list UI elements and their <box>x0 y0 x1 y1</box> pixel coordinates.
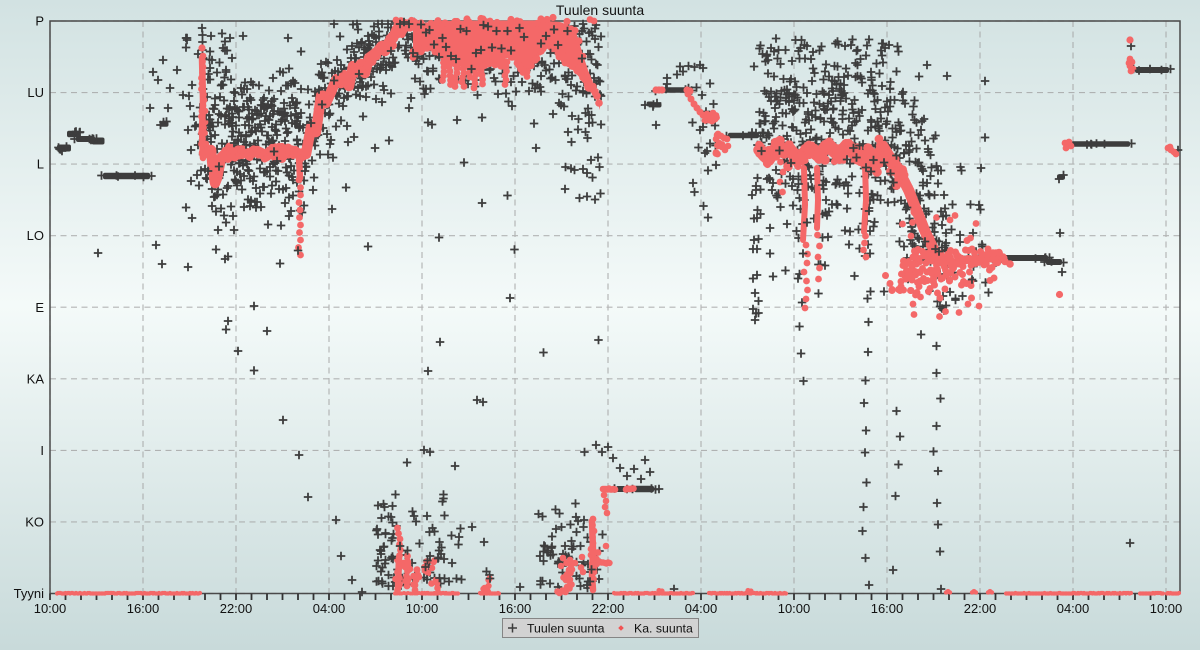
svg-text:LO: LO <box>27 228 44 243</box>
svg-text:Ka. suunta: Ka. suunta <box>634 622 693 636</box>
svg-text:16:00: 16:00 <box>871 601 904 616</box>
svg-text:04:00: 04:00 <box>1057 601 1090 616</box>
svg-text:16:00: 16:00 <box>499 601 532 616</box>
svg-text:22:00: 22:00 <box>592 601 625 616</box>
svg-text:10:00: 10:00 <box>778 601 811 616</box>
svg-text:L: L <box>37 157 44 172</box>
svg-text:Tuulen suunta: Tuulen suunta <box>527 622 605 636</box>
svg-text:Tyyni: Tyyni <box>14 586 44 601</box>
svg-text:Tuulen suunta: Tuulen suunta <box>556 2 644 18</box>
svg-text:LU: LU <box>27 85 44 100</box>
svg-text:16:00: 16:00 <box>127 601 160 616</box>
svg-text:04:00: 04:00 <box>313 601 346 616</box>
svg-text:10:00: 10:00 <box>34 601 67 616</box>
svg-text:P: P <box>35 14 44 29</box>
svg-text:KA: KA <box>27 371 45 386</box>
svg-text:04:00: 04:00 <box>685 601 718 616</box>
svg-text:E: E <box>35 300 44 315</box>
svg-text:22:00: 22:00 <box>220 601 253 616</box>
svg-text:10:00: 10:00 <box>406 601 439 616</box>
svg-text:10:00: 10:00 <box>1150 601 1183 616</box>
svg-text:22:00: 22:00 <box>964 601 997 616</box>
svg-text:KO: KO <box>25 514 44 529</box>
svg-text:I: I <box>40 443 44 458</box>
